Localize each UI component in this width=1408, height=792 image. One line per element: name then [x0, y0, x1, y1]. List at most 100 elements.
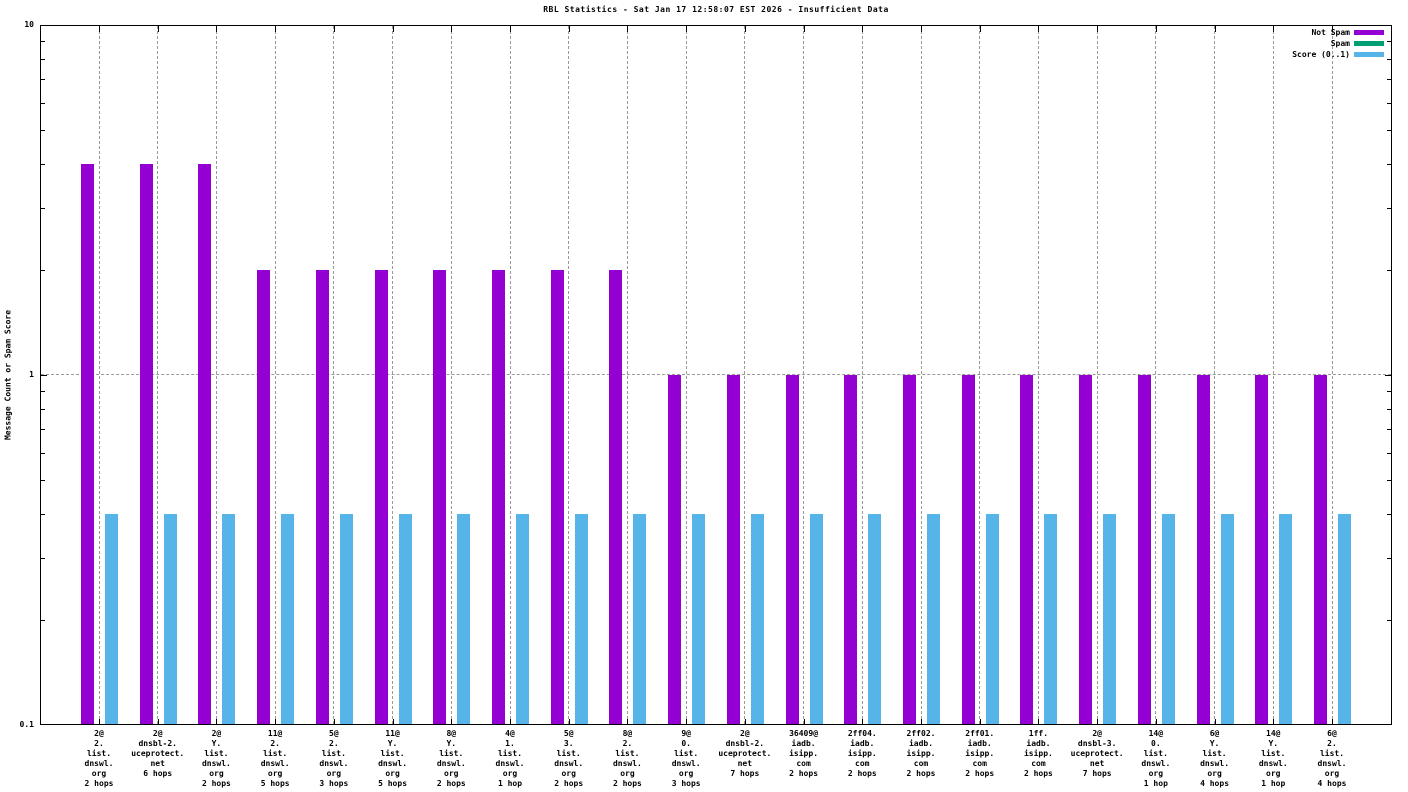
x-tick-label: 11@ Y. list. dnswl. org 5 hops: [378, 729, 408, 788]
grid-line-vertical: [333, 26, 335, 724]
legend-label-score-0-1: Score (0..1): [1292, 50, 1350, 59]
bar-score-0-1: [1161, 514, 1175, 724]
x-tick-mark: [1097, 719, 1099, 725]
x-tick-mark: [275, 719, 277, 725]
legend-swatch-spam: [1354, 41, 1384, 46]
y-minor-tick-mark: [1387, 79, 1391, 81]
grid-line-vertical: [509, 26, 511, 724]
grid-line-vertical: [392, 26, 394, 724]
x-tick-mark: [862, 719, 864, 725]
x-tick-mark: [1332, 719, 1333, 725]
bar-score-0-1: [1220, 514, 1234, 724]
x-tick-mark: [1332, 26, 1333, 32]
y-minor-tick-mark: [41, 514, 45, 516]
y-minor-tick-mark: [41, 452, 45, 454]
x-tick-label: 8@ 2. list. dnswl. org 2 hops: [612, 729, 642, 788]
x-tick-mark: [803, 719, 805, 725]
x-tick-label: 8@ Y. list. dnswl. org 2 hops: [436, 729, 466, 788]
x-tick-label: 2@ 2. list. dnswl. org 2 hops: [84, 729, 114, 788]
y-minor-tick-mark: [1387, 41, 1391, 42]
x-tick-mark: [744, 719, 746, 725]
bar-score-0-1: [985, 514, 999, 724]
bar-not-spam: [257, 269, 271, 724]
bar-score-0-1: [868, 514, 882, 724]
y-minor-tick-mark: [41, 558, 45, 559]
x-tick-label: 2ff02. iadb. isipp. com 2 hops: [906, 729, 936, 778]
bar-not-spam: [668, 375, 682, 724]
x-tick-label: 6@ 2. list. dnswl. org 4 hops: [1317, 729, 1347, 788]
x-tick-label: 6@ Y. list. dnswl. org 4 hops: [1200, 729, 1230, 788]
x-tick-mark: [921, 26, 922, 32]
x-tick-label: 14@ 0. list. dnswl. org 1 hop: [1141, 729, 1171, 788]
grid-line-vertical: [979, 26, 981, 724]
bar-not-spam: [550, 269, 564, 724]
x-tick-label: 2ff04. iadb. isipp. com 2 hops: [847, 729, 877, 778]
x-tick-mark: [392, 719, 394, 725]
grid-line-vertical: [1155, 26, 1157, 724]
bar-not-spam: [1255, 375, 1269, 724]
x-tick-mark: [510, 26, 511, 32]
y-minor-tick-mark: [1387, 480, 1391, 482]
bar-not-spam: [1020, 375, 1034, 724]
x-tick-mark: [157, 26, 159, 32]
bar-not-spam: [785, 375, 799, 724]
bar-score-0-1: [692, 514, 706, 724]
y-minor-tick-mark: [41, 130, 45, 132]
x-tick-mark: [1038, 719, 1040, 725]
bar-score-0-1: [281, 514, 295, 724]
bar-score-0-1: [927, 514, 940, 724]
grid-line-vertical: [1096, 26, 1098, 724]
legend-swatch-score-0-1: [1354, 52, 1384, 57]
legend-swatch-not-spam: [1354, 30, 1384, 35]
bar-score-0-1: [1103, 514, 1117, 724]
bar-score-0-1: [809, 514, 823, 724]
x-tick-mark: [1214, 26, 1216, 32]
bar-not-spam: [374, 269, 388, 724]
x-tick-label: 2ff01. iadb. isipp. com 2 hops: [965, 729, 995, 778]
grid-line-vertical: [450, 26, 452, 724]
x-tick-label: 1ff. iadb. isipp. com 2 hops: [1023, 729, 1053, 778]
y-minor-tick-mark: [1387, 429, 1391, 431]
bar-score-0-1: [1279, 514, 1293, 724]
x-tick-mark: [1273, 26, 1275, 32]
grid-line-vertical: [1214, 26, 1216, 724]
bar-not-spam: [139, 164, 153, 724]
x-tick-mark: [744, 26, 746, 32]
bar-not-spam: [1314, 375, 1327, 724]
y-tick-mark: [1385, 375, 1391, 376]
grid-line-vertical: [1037, 26, 1039, 724]
y-tick-label: 1: [29, 370, 34, 379]
bar-score-0-1: [163, 514, 177, 724]
y-minor-tick-mark: [41, 102, 45, 104]
x-tick-mark: [1038, 26, 1040, 32]
x-tick-mark: [862, 26, 864, 32]
grid-line-vertical: [568, 26, 570, 724]
x-tick-mark: [979, 719, 981, 725]
bar-not-spam: [1196, 375, 1210, 724]
y-minor-tick-mark: [1387, 391, 1391, 392]
x-tick-mark: [392, 26, 394, 32]
x-tick-mark: [333, 26, 335, 32]
bar-score-0-1: [1338, 514, 1351, 724]
grid-line-vertical: [803, 26, 805, 724]
bar-score-0-1: [457, 514, 471, 724]
y-minor-tick-mark: [1387, 208, 1391, 209]
y-minor-tick-mark: [41, 58, 45, 60]
y-minor-tick-mark: [41, 164, 45, 166]
grid-line-vertical: [1272, 26, 1274, 724]
bar-score-0-1: [105, 514, 118, 724]
grid-line-vertical: [215, 26, 217, 724]
plot-area-border: [40, 25, 1392, 725]
bar-not-spam: [726, 375, 740, 724]
x-tick-label: 9@ 0. list. dnswl. org 3 hops: [671, 729, 701, 788]
x-tick-mark: [510, 719, 511, 725]
grid-line-vertical: [920, 26, 922, 724]
x-tick-label: 2@ dnsbl-3. uceprotect. net 7 hops: [1070, 729, 1124, 778]
bar-not-spam: [81, 164, 94, 724]
bar-not-spam: [609, 269, 623, 724]
y-minor-tick-mark: [41, 391, 45, 392]
bar-score-0-1: [750, 514, 764, 724]
x-tick-mark: [1214, 719, 1216, 725]
bar-score-0-1: [222, 514, 236, 724]
x-tick-label: 2@ Y. list. dnswl. org 2 hops: [201, 729, 231, 788]
